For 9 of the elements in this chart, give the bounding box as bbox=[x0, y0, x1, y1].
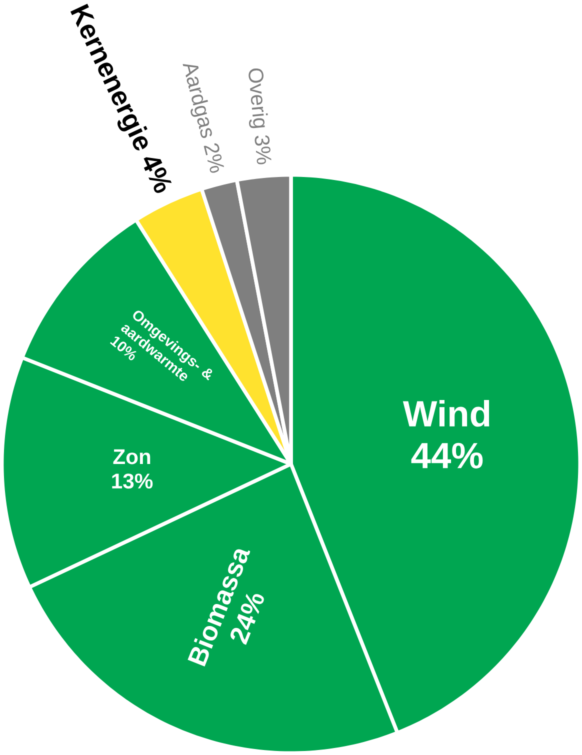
data-label: 13% bbox=[112, 474, 153, 489]
slice-label: Aardgas bbox=[182, 64, 212, 138]
slice-label: Overig bbox=[248, 68, 268, 128]
slice-label: Wind bbox=[402, 400, 490, 427]
data-label: 2% bbox=[204, 143, 224, 173]
data-label: 44% bbox=[411, 442, 483, 468]
data-label: 3% bbox=[254, 135, 272, 164]
data-label: 4% bbox=[144, 157, 172, 193]
slice-label: Zon bbox=[113, 449, 150, 464]
